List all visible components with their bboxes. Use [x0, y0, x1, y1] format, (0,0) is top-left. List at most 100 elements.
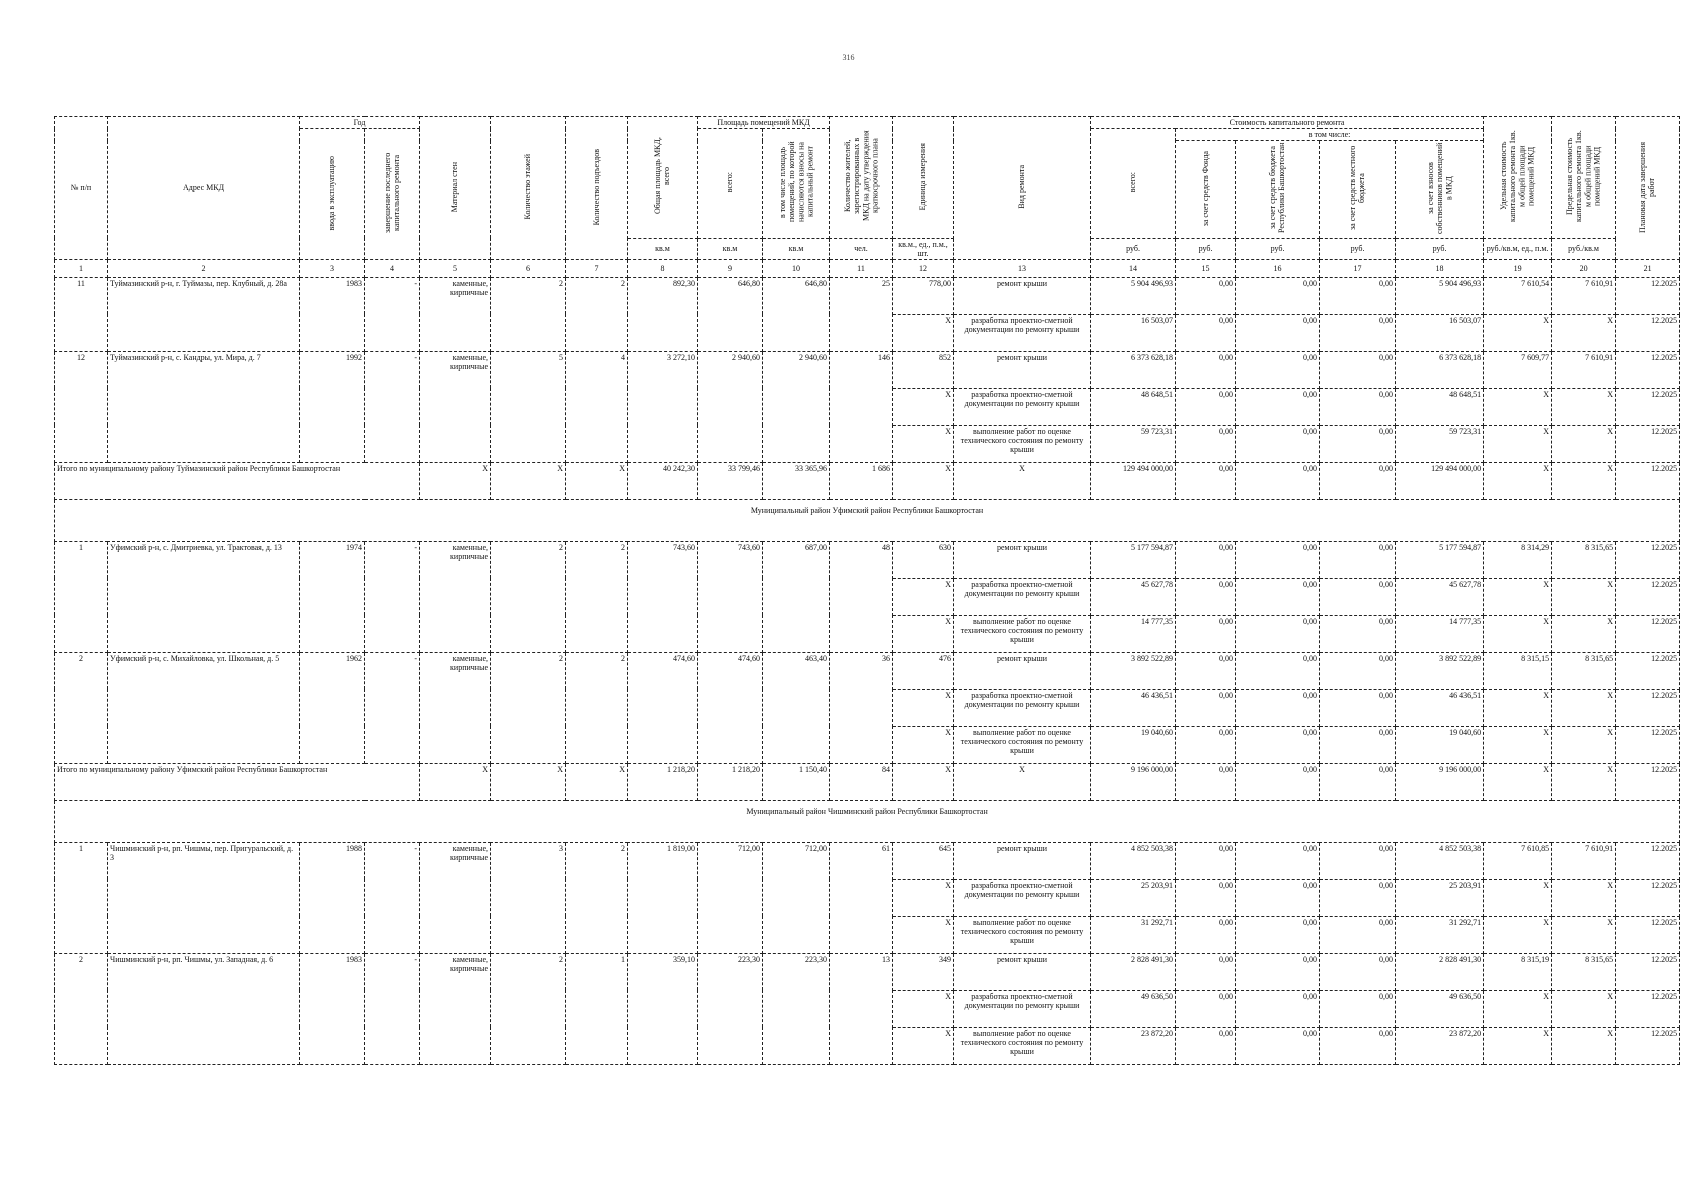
total-cell: 84	[829, 762, 894, 801]
header-cost: Стоимость капитального ремонта	[1090, 115, 1485, 130]
planned-date: 12.2025	[1615, 952, 1681, 991]
column-number: 5	[419, 258, 492, 278]
cost-local: 0,00	[1319, 387, 1397, 426]
cost-republic: 0,00	[1235, 350, 1321, 389]
building-total-area: 892,30	[627, 276, 699, 352]
building-total-area: 743,60	[627, 540, 699, 653]
planned-date: 12.2025	[1615, 577, 1681, 616]
cost-owners: 19 040,60	[1395, 725, 1485, 764]
cost-total: 16 503,07	[1090, 313, 1177, 352]
building-total-area: 359,10	[627, 952, 699, 1065]
cost-fund: 0,00	[1175, 1026, 1237, 1065]
building-year-last-repair: -	[363, 350, 421, 463]
cost-local: 0,00	[1319, 577, 1397, 616]
building-num: 11	[54, 276, 108, 352]
work-quantity: X	[892, 688, 955, 727]
column-number: 2	[107, 258, 300, 278]
building-address: Уфимский р-н, с. Дмитриевка, ул. Трактов…	[107, 540, 300, 653]
building-year-commission: 1962	[299, 651, 365, 764]
building-entrances: 2	[565, 540, 629, 653]
building-premises-contrib: 687,00	[762, 540, 831, 653]
unit-cost: 7 610,85	[1483, 841, 1553, 880]
building-floors: 2	[490, 952, 567, 1065]
cost-local: 0,00	[1319, 989, 1397, 1028]
max-cost: X	[1551, 989, 1617, 1028]
cost-fund: 0,00	[1175, 725, 1237, 764]
header-year-last-repair: завершение последнего капитального ремон…	[363, 128, 421, 260]
cost-republic: 0,00	[1235, 725, 1321, 764]
cost-republic: 0,00	[1235, 577, 1321, 616]
building-num: 2	[54, 952, 108, 1065]
work-type: выполнение работ по оценке технического …	[953, 614, 1092, 653]
building-entrances: 4	[565, 350, 629, 463]
unit-cost-local: руб.	[1319, 237, 1397, 260]
cost-republic: 0,00	[1235, 651, 1321, 690]
building-year-commission: 1983	[299, 952, 365, 1065]
building-premises-contrib: 463,40	[762, 651, 831, 764]
total-cell: 33 799,46	[697, 461, 764, 500]
cost-republic: 0,00	[1235, 387, 1321, 426]
cost-owners: 5 904 496,93	[1395, 276, 1485, 315]
header-premises-total: всего:	[697, 128, 764, 239]
cost-total: 4 852 503,38	[1090, 841, 1177, 880]
unit-unit: кв.м., ед., п.м., шт.	[892, 237, 955, 260]
building-premises-total: 743,60	[697, 540, 764, 653]
work-quantity: 645	[892, 841, 955, 880]
work-quantity: X	[892, 577, 955, 616]
unit-cost: X	[1483, 387, 1553, 426]
cost-owners: 2 828 491,30	[1395, 952, 1485, 991]
unit-total-area: кв.м	[627, 237, 699, 260]
building-entrances: 2	[565, 651, 629, 764]
cost-owners: 5 177 594,87	[1395, 540, 1485, 579]
planned-date: 12.2025	[1615, 878, 1681, 917]
work-quantity: X	[892, 387, 955, 426]
cost-fund: 0,00	[1175, 989, 1237, 1028]
header-address: Адрес МКД	[107, 116, 300, 260]
total-cell: 0,00	[1175, 762, 1237, 801]
cost-fund: 0,00	[1175, 577, 1237, 616]
unit-cost: 8 315,19	[1483, 952, 1553, 991]
work-quantity: 476	[892, 651, 955, 690]
header-unit: Единица измерения	[892, 116, 955, 239]
table-header: № п/п Адрес МКД Год Материал стен Количе…	[54, 115, 1681, 278]
cost-owners: 59 723,31	[1395, 424, 1485, 463]
building-total-area: 474,60	[627, 651, 699, 764]
header-including: в том числе:	[1175, 128, 1485, 142]
total-cell: 129 494 000,00	[1395, 461, 1485, 500]
building-year-commission: 1992	[299, 350, 365, 463]
building-floors: 2	[490, 276, 567, 352]
column-number: 20	[1551, 258, 1617, 278]
building-premises-total: 223,30	[697, 952, 764, 1065]
cost-local: 0,00	[1319, 424, 1397, 463]
max-cost: X	[1551, 424, 1617, 463]
cost-total: 2 828 491,30	[1090, 952, 1177, 991]
building-premises-contrib: 223,30	[762, 952, 831, 1065]
cost-republic: 0,00	[1235, 424, 1321, 463]
planned-date: 12.2025	[1615, 1026, 1681, 1065]
column-number: 16	[1235, 258, 1321, 278]
cost-republic: 0,00	[1235, 841, 1321, 880]
total-cell: X	[490, 461, 567, 500]
column-number: 6	[490, 258, 567, 278]
cost-owners: 16 503,07	[1395, 313, 1485, 352]
max-cost: X	[1551, 614, 1617, 653]
cost-republic: 0,00	[1235, 540, 1321, 579]
work-type: ремонт крыши	[953, 952, 1092, 991]
unit-cost: X	[1483, 577, 1553, 616]
cost-total: 45 627,78	[1090, 577, 1177, 616]
table-body: 11 Туймазинский р-н, г. Туймазы, пер. Клу…	[53, 276, 1681, 1065]
cost-owners: 23 872,20	[1395, 1026, 1485, 1065]
building-address: Чишминский р-н, рп. Чишмы, пер. Пригурал…	[107, 841, 300, 954]
work-quantity: 852	[892, 350, 955, 389]
unit-cost: 7 609,77	[1483, 350, 1553, 389]
unit-unit-cost: руб./кв.м, ед., п.м.	[1483, 237, 1553, 260]
building-address: Туймазинский р-н, г. Туймазы, пер. Клубн…	[107, 276, 300, 352]
cost-republic: 0,00	[1235, 915, 1321, 954]
